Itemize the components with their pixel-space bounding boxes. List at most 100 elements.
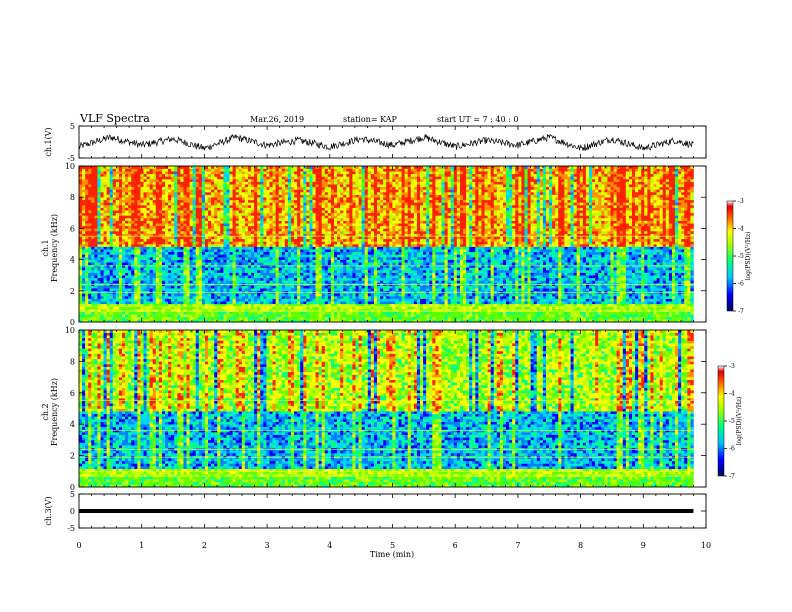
ch1-spec-cell (309, 173, 313, 177)
ch1-spec-cell (244, 311, 249, 315)
ch1-spec-cell (238, 179, 243, 182)
ch1-spec-cell (85, 285, 89, 289)
ch1-spec-cell (321, 319, 326, 323)
ch1-spec-cell (232, 197, 236, 201)
ch1-spec-cell (100, 181, 104, 185)
ch1-spec-cell (128, 199, 132, 203)
ch1-spec-cell (229, 277, 233, 281)
ch1-spec-cell (171, 168, 175, 172)
ch1-spec-cell (272, 210, 276, 214)
ch1-spec-cell (149, 176, 154, 180)
ch1-spec-cell (192, 202, 197, 206)
ch1-spec-cell (79, 272, 83, 276)
ch1-spec-cell (244, 166, 249, 169)
ch1-spec-cell (183, 171, 187, 175)
ch1-spec-cell (192, 272, 197, 276)
ch1-spec-cell (122, 257, 126, 260)
ch1-spec-cell (122, 202, 126, 206)
ch1-spec-cell (183, 215, 187, 219)
ch1-spec-cell (254, 293, 258, 297)
ch1-spec-cell (266, 184, 270, 188)
ch1-spec-cell (287, 303, 292, 307)
ch1-spec-cell (189, 316, 193, 320)
ch1-spec-cell (198, 176, 203, 180)
ch1-spec-cell (201, 254, 206, 258)
ch1-spec-cell (260, 173, 264, 177)
ch1-spec-cell (106, 207, 111, 211)
ch1-spec-cell (260, 280, 264, 284)
ch1-spec-cell (192, 194, 197, 198)
ch1-spec-cell (177, 314, 181, 318)
ch1-spec-cell (204, 194, 209, 198)
ch1-spec-cell (312, 288, 316, 292)
ch1-spec-cell (161, 272, 166, 276)
ch1-spec-cell (152, 259, 157, 263)
ch1-spec-cell (309, 166, 313, 169)
ch1-spec-cell (79, 218, 83, 221)
ch1-spec-cell (241, 251, 246, 255)
ch1-spec-cell (260, 246, 264, 250)
ch1-spec-cell (85, 267, 89, 271)
ch1-spec-cell (235, 176, 240, 180)
ch1-spec-cell (303, 212, 307, 216)
ch1-spec-cell (330, 293, 335, 297)
ch1-spec-cell (238, 228, 243, 232)
ch1-spec-cell (85, 314, 89, 318)
ch1-spec-cell (165, 272, 169, 276)
ch1-spec-cell (229, 176, 233, 180)
ch1-spec-cell (94, 259, 98, 263)
ch1-spec-cell (140, 270, 144, 273)
ch1-spec-cell (112, 301, 117, 305)
ch1-spec-cell (180, 184, 184, 188)
ch1-spec-cell (235, 257, 240, 260)
ch1-spec-cell (149, 205, 154, 208)
ch1-spec-cell (306, 280, 310, 284)
ch1-spec-cell (235, 319, 240, 323)
ch1-spec-cell (278, 267, 283, 271)
ch1-spec-cell (269, 236, 273, 240)
ch1-spec-cell (284, 228, 289, 232)
ch1-spec-cell (134, 236, 138, 240)
ch1-spec-cell (217, 186, 221, 190)
ch1-spec-cell (330, 316, 335, 320)
ch1-spec-cell (146, 314, 150, 318)
ch1-spec-cell (195, 223, 200, 227)
ch1-spec-cell (275, 171, 279, 175)
ch1-spec-cell (232, 212, 236, 216)
ch1-spec-cell (287, 301, 292, 305)
ch1-spec-cell (260, 301, 264, 305)
ch1-spec-cell (278, 179, 283, 182)
ch1-spec-cell (229, 192, 233, 195)
ch1-spec-cell (100, 173, 104, 177)
ch1-spec-cell (85, 168, 89, 172)
ch1-spec-cell (143, 215, 147, 219)
ch1-spec-cell (149, 225, 154, 229)
ch1-spec-cell (118, 277, 123, 281)
ch1-spec-cell (297, 296, 301, 299)
ch1-spec-cell (312, 166, 316, 169)
ch1-spec-cell (122, 262, 126, 266)
ch1-spec-cell (263, 210, 267, 214)
ch1-spec-cell (217, 194, 221, 198)
ch1-spec-cell (146, 197, 150, 201)
ch1-spec-cell (294, 311, 298, 315)
ch1-spec-cell (94, 251, 98, 255)
ch1-spec-cell (186, 257, 190, 260)
ch1-spec-cell (180, 259, 184, 263)
ch1-spec-cell (137, 186, 141, 190)
ch1-spec-cell (281, 309, 286, 312)
ch1-spec-cell (115, 257, 120, 260)
ch1-spec-cell (100, 251, 104, 255)
ch1-spec-cell (251, 207, 255, 211)
ch1-spec-cell (284, 181, 289, 185)
ch1-spec-cell (297, 233, 301, 237)
ch1-spec-cell (195, 236, 200, 240)
ch1-spec-cell (263, 223, 267, 227)
ch1-spec-cell (146, 264, 150, 268)
ch1-spec-cell (238, 218, 243, 221)
ch1-spec-cell (143, 306, 147, 310)
ch1-spec-cell (103, 316, 107, 320)
ch1-spec-cell (330, 173, 335, 177)
ch1-spec-cell (269, 316, 273, 320)
ch1-spec-cell (229, 251, 233, 255)
